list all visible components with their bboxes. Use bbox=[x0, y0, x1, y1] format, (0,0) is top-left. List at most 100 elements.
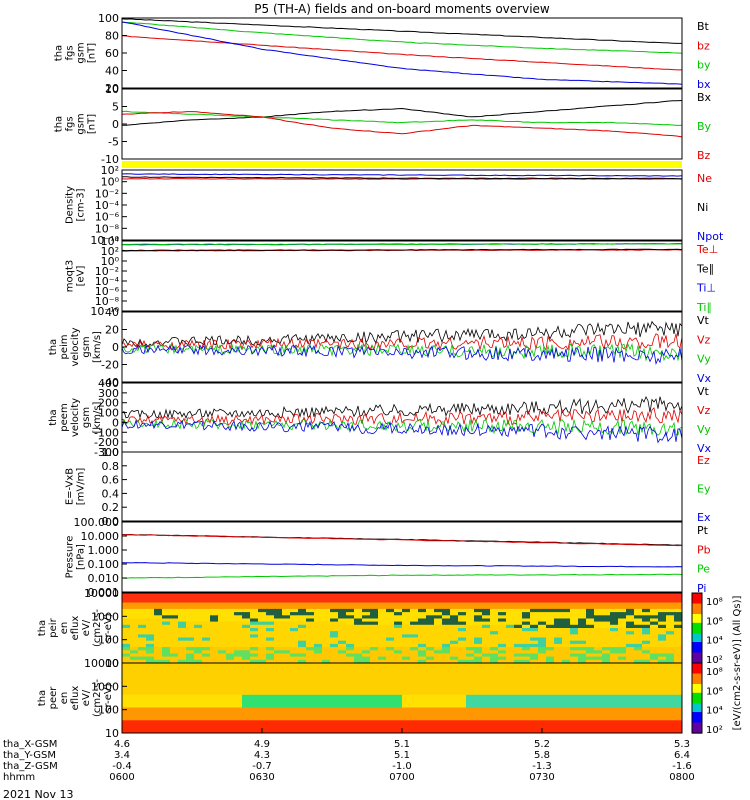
heatmap-cell bbox=[442, 704, 451, 709]
heatmap-cell bbox=[658, 717, 667, 721]
heatmap-cell bbox=[202, 663, 211, 667]
heatmap-cell bbox=[322, 605, 331, 610]
heatmap-cell bbox=[578, 675, 587, 680]
ephemeris-value: 5.8 bbox=[534, 750, 550, 761]
heatmap-cell bbox=[570, 682, 579, 686]
heatmap-cell bbox=[570, 678, 579, 683]
heatmap-cell bbox=[410, 618, 419, 623]
heatmap-cell bbox=[482, 713, 491, 718]
heatmap-cell bbox=[554, 688, 563, 693]
heatmap-cell bbox=[306, 710, 315, 715]
heatmap-cell bbox=[202, 637, 211, 642]
heatmap-cell bbox=[306, 685, 315, 689]
heatmap-cell bbox=[498, 599, 507, 604]
heatmap-cell bbox=[586, 618, 595, 623]
heatmap-cell bbox=[458, 618, 467, 623]
heatmap-cell bbox=[650, 669, 659, 674]
heatmap-cell bbox=[466, 605, 475, 610]
heatmap-cell bbox=[418, 612, 427, 616]
heatmap-cell bbox=[402, 682, 411, 686]
heatmap-cell bbox=[210, 717, 219, 721]
y-axis-label: velocity bbox=[70, 327, 81, 366]
heatmap-cell bbox=[122, 628, 131, 632]
heatmap-cell bbox=[506, 637, 515, 642]
heatmap-cell bbox=[346, 675, 355, 680]
heatmap-cell bbox=[210, 653, 219, 658]
heatmap-cell bbox=[370, 729, 379, 734]
heatmap-cell bbox=[626, 615, 635, 619]
series-line-te∥ bbox=[121, 248, 683, 252]
heatmap-cell bbox=[450, 605, 459, 610]
heatmap-cell bbox=[226, 596, 235, 600]
heatmap-cell bbox=[642, 615, 651, 619]
heatmap-cell bbox=[418, 666, 427, 670]
heatmap-cell bbox=[338, 659, 347, 664]
heatmap-cell bbox=[586, 685, 595, 689]
heatmap-cell bbox=[554, 717, 563, 721]
heatmap-cell bbox=[570, 720, 579, 724]
heatmap-cell bbox=[162, 653, 171, 658]
heatmap-cell bbox=[314, 631, 323, 635]
ephemeris-row-label: tha_Z-GSM bbox=[3, 761, 58, 772]
heatmap-cell bbox=[450, 647, 459, 651]
heatmap-cell bbox=[450, 701, 459, 705]
heatmap-cell bbox=[474, 663, 483, 667]
colorbar-cell bbox=[692, 638, 702, 641]
y-axis-label: eV/ bbox=[81, 619, 92, 636]
heatmap-cell bbox=[194, 659, 203, 664]
heatmap-cell bbox=[530, 659, 539, 664]
colorbar-frame bbox=[691, 662, 703, 734]
heatmap-cell bbox=[170, 643, 179, 648]
legend-bt: Bt bbox=[697, 20, 710, 33]
heatmap-cell bbox=[146, 612, 155, 616]
heatmap-cell bbox=[602, 599, 611, 604]
y-tick-label: 10⁻⁴ bbox=[95, 275, 120, 288]
heatmap-cell bbox=[666, 602, 675, 607]
heatmap-cell bbox=[586, 682, 595, 686]
heatmap-cell bbox=[466, 688, 475, 693]
heatmap-cell bbox=[154, 634, 163, 639]
heatmap-cell bbox=[626, 628, 635, 632]
heatmap-cell bbox=[642, 669, 651, 674]
heatmap-cell bbox=[402, 685, 411, 689]
heatmap-cell bbox=[650, 663, 659, 667]
heatmap-cell bbox=[466, 723, 475, 728]
heatmap-cell bbox=[178, 678, 187, 683]
heatmap-cell bbox=[482, 650, 491, 654]
heatmap-cell bbox=[338, 698, 347, 702]
heatmap-cell bbox=[122, 612, 131, 616]
heatmap-cell bbox=[194, 688, 203, 693]
heatmap-cell bbox=[378, 717, 387, 721]
heatmap-cell bbox=[394, 678, 403, 683]
heatmap-cell bbox=[410, 637, 419, 642]
heatmap-cell bbox=[394, 675, 403, 680]
heatmap-cell bbox=[306, 628, 315, 632]
heatmap-cell bbox=[186, 669, 195, 674]
heatmap-cell bbox=[666, 666, 675, 670]
heatmap-cell bbox=[314, 701, 323, 705]
heatmap-cell bbox=[186, 643, 195, 648]
heatmap-cell bbox=[618, 608, 627, 613]
heatmap-cell bbox=[338, 605, 347, 610]
colorbar-cell bbox=[692, 726, 702, 729]
heatmap-cell bbox=[498, 704, 507, 709]
heatmap-cell bbox=[626, 624, 635, 629]
heatmap-cell bbox=[290, 672, 299, 677]
heatmap-cell bbox=[666, 615, 675, 619]
heatmap-cell bbox=[650, 628, 659, 632]
heatmap-cell bbox=[154, 707, 163, 712]
heatmap-cell bbox=[330, 596, 339, 600]
heatmap-cell bbox=[298, 713, 307, 718]
colorbar-cell bbox=[692, 640, 702, 643]
heatmap-cell bbox=[266, 729, 275, 734]
heatmap-cell bbox=[530, 602, 539, 607]
heatmap-cell bbox=[306, 634, 315, 639]
heatmap-cell bbox=[154, 624, 163, 629]
heatmap-cell bbox=[442, 612, 451, 616]
heatmap-cell bbox=[290, 605, 299, 610]
heatmap-cell bbox=[146, 691, 155, 696]
heatmap-cell bbox=[610, 682, 619, 686]
heatmap-cell bbox=[370, 647, 379, 651]
heatmap-cell bbox=[402, 729, 411, 734]
